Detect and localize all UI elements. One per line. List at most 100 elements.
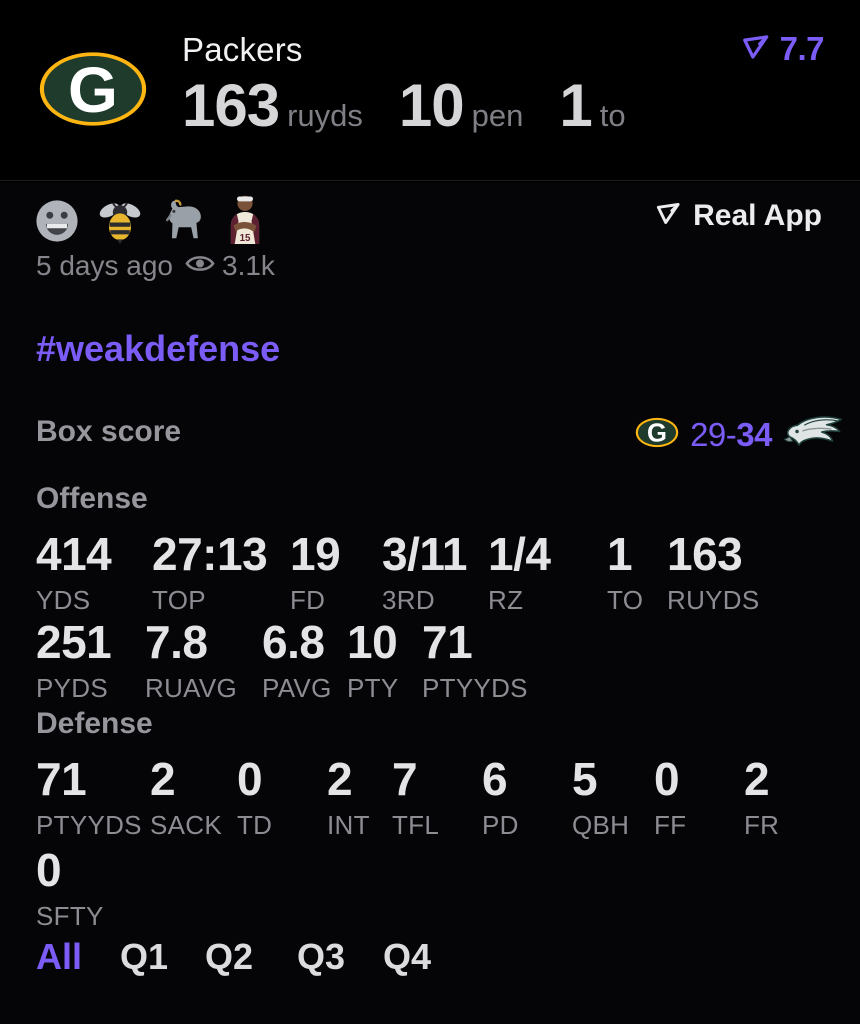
stat-value: 71 [36, 753, 87, 805]
post-meta: 5 days ago 3.1k [36, 250, 275, 282]
stat-value: 2 [327, 753, 353, 805]
svg-text:G: G [647, 419, 667, 447]
post-body: 15 5 days ago 3.1k Real App #weakdefens [0, 182, 860, 1024]
stat-value: 1 [607, 528, 633, 580]
stat-penalties-unit: pen [471, 98, 524, 133]
stat-label: RUAVG [145, 673, 238, 703]
stat-value: 1/4 [488, 528, 551, 580]
stat-value: 3/11 [382, 528, 468, 580]
stat-rushing-yards: 163 [182, 72, 280, 139]
stat-label: SFTY [36, 901, 104, 931]
post-age: 5 days ago [36, 250, 173, 281]
stat-rz: 1/4 RZ [488, 528, 551, 616]
stat-value: 414 [36, 528, 112, 580]
stat-penalties: 10 [398, 72, 465, 139]
game-score: 29-34 [690, 416, 772, 454]
stat-tfl: 7 TFL [392, 756, 439, 841]
svg-text:15: 15 [240, 233, 251, 244]
stat-value: 5 [572, 753, 598, 805]
stat-value: 6.8 [262, 616, 325, 668]
boxscore-title: Box score [36, 415, 182, 448]
stat-label: INT [327, 810, 370, 840]
stat-label: RZ [488, 585, 524, 615]
real-flag-icon [741, 32, 771, 67]
stat-value: 7 [392, 753, 418, 805]
team-header: G Packers 163 ruyds 10 pen 1 to 7.7 [0, 0, 860, 181]
brand-badge[interactable]: Real App [655, 199, 822, 233]
stat-value: 0 [654, 753, 680, 805]
team-name: Packers [182, 31, 303, 68]
stat-value: 10 [347, 616, 398, 668]
stat-ptyyds: 71 PTYYDS [36, 756, 142, 841]
stat-label: YDS [36, 585, 91, 615]
stat-int: 2 INT [327, 756, 370, 841]
stat-ptyyds: 71 PTYYDS [422, 619, 528, 704]
stat-value: 27:13 [152, 528, 268, 580]
offense-title: Offense [36, 482, 148, 515]
stat-label: PYDS [36, 673, 109, 703]
stat-ff: 0 FF [654, 756, 686, 841]
stat-turnovers-unit: to [599, 98, 626, 133]
tab-q4[interactable]: Q4 [383, 936, 432, 977]
stat-pd: 6 PD [482, 756, 519, 841]
stat-td: 0 TD [237, 756, 272, 841]
view-count-value: 3.1k [222, 250, 275, 281]
stat-3rd: 3/11 3RD [382, 528, 468, 616]
stat-top: 27:13 TOP [152, 528, 268, 616]
tab-q2[interactable]: Q2 [205, 936, 254, 977]
stat-label: PTYYDS [36, 810, 142, 840]
stat-qbh: 5 QBH [572, 756, 629, 841]
stat-label: TD [237, 810, 273, 840]
brand-name: Real App [693, 199, 822, 232]
defense-title: Defense [36, 707, 153, 740]
bee-emoji[interactable] [97, 198, 143, 244]
stat-value: 6 [482, 753, 508, 805]
score-cluster: G 29-34 [635, 410, 845, 459]
stat-label: 3RD [382, 585, 435, 615]
hashtag-link[interactable]: #weakdefense [36, 328, 281, 369]
eagles-logo [783, 410, 845, 459]
stat-label: RUYDS [667, 585, 760, 615]
eye-icon [185, 253, 215, 279]
rating-value: 7.7 [779, 30, 825, 67]
packers-logo-mini: G [635, 416, 679, 454]
stat-pavg: 6.8 PAVG [262, 619, 332, 704]
stat-label: FR [744, 810, 780, 840]
stat-value: 0 [36, 844, 62, 896]
stat-label: FD [290, 585, 326, 615]
score-packers: 29- [690, 415, 737, 453]
stat-sack: 2 SACK [150, 756, 222, 841]
stat-yds: 414 YDS [36, 528, 112, 616]
stat-label: SACK [150, 810, 223, 840]
stat-value: 71 [422, 616, 473, 668]
stat-value: 251 [36, 616, 112, 668]
tab-all[interactable]: All [36, 936, 83, 977]
stat-rushing-yards-unit: ruyds [287, 98, 363, 133]
stat-to: 1 TO [607, 531, 643, 616]
reactions-row: 15 [34, 192, 267, 244]
stat-value: 0 [237, 753, 263, 805]
player-photo[interactable]: 15 [223, 192, 267, 244]
stat-fd: 19 FD [290, 531, 341, 616]
packers-logo: G [38, 50, 148, 133]
stat-pyds: 251 PYDS [36, 616, 112, 704]
stat-label: PAVG [262, 673, 332, 703]
stat-label: QBH [572, 810, 630, 840]
tab-q3[interactable]: Q3 [297, 936, 346, 977]
rating-badge: 7.7 [741, 30, 825, 68]
stat-value: 2 [150, 753, 176, 805]
goat-emoji[interactable] [160, 198, 206, 244]
stat-label: PTYYDS [422, 673, 528, 703]
tab-q1[interactable]: Q1 [120, 936, 169, 977]
stat-value: 2 [744, 753, 770, 805]
stat-sfty: 0 SFTY [36, 847, 104, 932]
stat-value: 7.8 [145, 616, 208, 668]
smiley-emoji[interactable] [34, 198, 80, 244]
stat-label: FF [654, 810, 687, 840]
stat-label: TO [607, 585, 644, 615]
score-eagles: 34 [736, 415, 772, 453]
stat-label: TOP [152, 585, 206, 615]
svg-text:G: G [68, 54, 118, 126]
stat-label: PD [482, 810, 519, 840]
stat-value: 163 [667, 528, 743, 580]
